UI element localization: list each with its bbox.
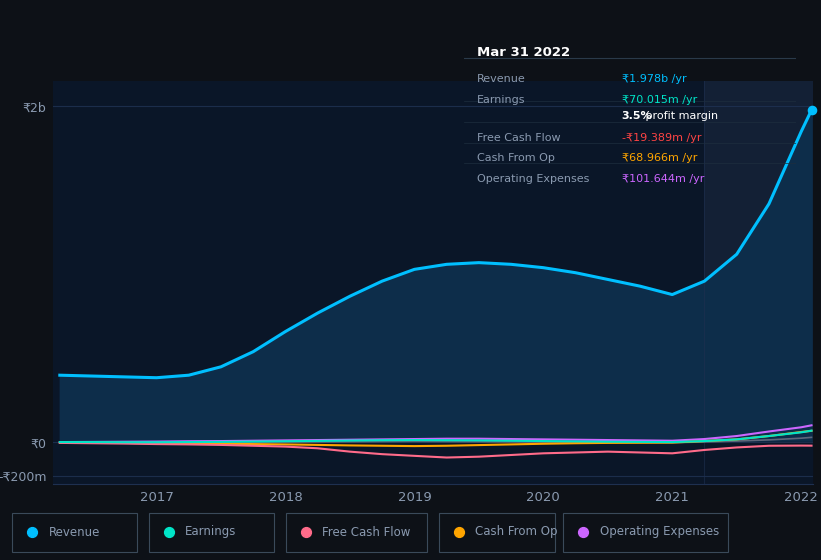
Text: ₹101.644m /yr: ₹101.644m /yr <box>621 174 704 184</box>
FancyBboxPatch shape <box>563 513 728 552</box>
Text: profit margin: profit margin <box>642 111 718 121</box>
Text: Revenue: Revenue <box>477 73 526 83</box>
Text: -₹19.389m /yr: -₹19.389m /yr <box>621 133 701 143</box>
Text: Operating Expenses: Operating Expenses <box>477 174 589 184</box>
Text: ₹68.966m /yr: ₹68.966m /yr <box>621 153 697 163</box>
Text: Revenue: Revenue <box>48 525 100 539</box>
Point <box>577 528 590 536</box>
FancyBboxPatch shape <box>286 513 427 552</box>
Text: Earnings: Earnings <box>477 95 525 105</box>
FancyBboxPatch shape <box>12 513 137 552</box>
Point <box>300 528 313 536</box>
Text: ₹70.015m /yr: ₹70.015m /yr <box>621 95 697 105</box>
Point <box>452 528 466 536</box>
Text: Cash From Op: Cash From Op <box>475 525 557 539</box>
Point <box>25 528 39 536</box>
Bar <box>704 81 818 484</box>
Text: Free Cash Flow: Free Cash Flow <box>322 525 410 539</box>
FancyBboxPatch shape <box>438 513 555 552</box>
Text: Earnings: Earnings <box>186 525 236 539</box>
Text: Operating Expenses: Operating Expenses <box>599 525 719 539</box>
Text: Mar 31 2022: Mar 31 2022 <box>477 46 571 59</box>
Text: 3.5%: 3.5% <box>621 111 653 121</box>
Text: Free Cash Flow: Free Cash Flow <box>477 133 561 143</box>
Text: ₹1.978b /yr: ₹1.978b /yr <box>621 73 686 83</box>
Point <box>805 106 818 115</box>
Point <box>163 528 176 536</box>
FancyBboxPatch shape <box>149 513 273 552</box>
Text: Cash From Op: Cash From Op <box>477 153 555 163</box>
